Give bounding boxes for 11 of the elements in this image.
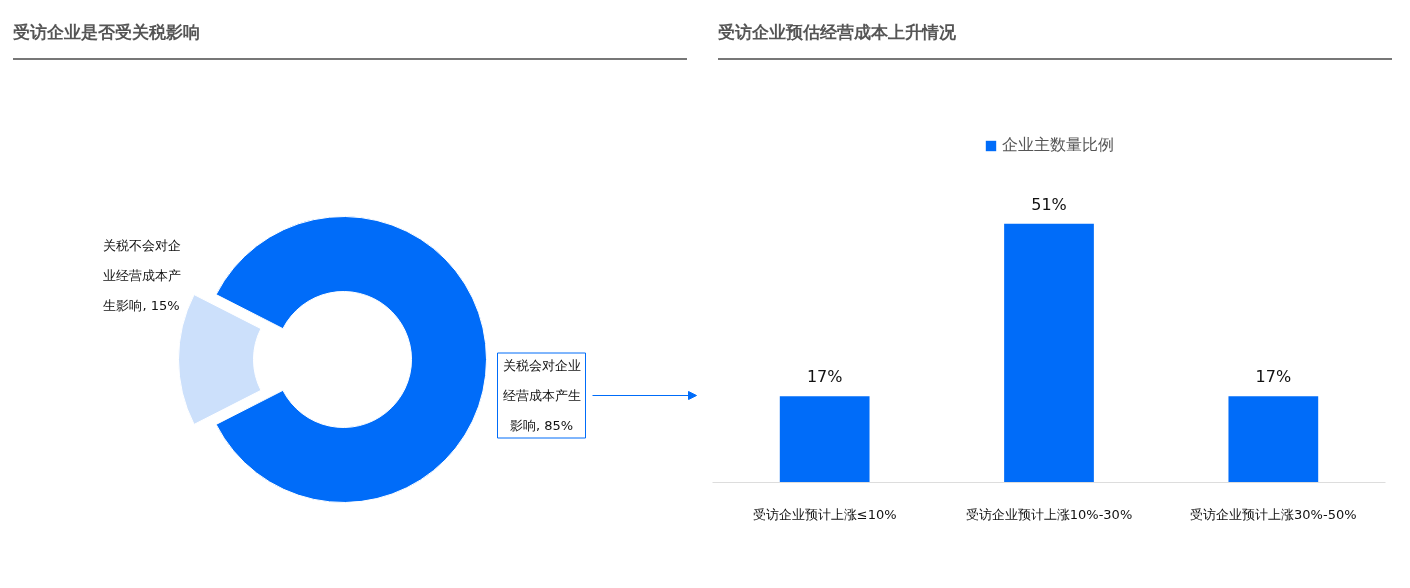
data-label: 17% bbox=[806, 367, 843, 387]
slice-label: 关税不会对企业经营成本产生影响, 15% bbox=[102, 238, 181, 313]
legend-label: 企业主数量比例 bbox=[1001, 135, 1114, 156]
chart-title: 受访企业是否受关税影响 bbox=[13, 21, 200, 44]
slice-label: 关税会对企业经营成本产生影响, 85% bbox=[502, 358, 581, 433]
data-label: 51% bbox=[1031, 194, 1067, 214]
chart-title: 受访企业预估经营成本上升情况 bbox=[718, 21, 956, 44]
x-tick-label: 受访企业预计上涨30%-50% bbox=[1190, 506, 1357, 522]
x-tick-label: 受访企业预计上涨≤10% bbox=[752, 506, 897, 522]
data-label: 17% bbox=[1255, 367, 1292, 387]
x-tick-label: 受访企业预计上涨10%-30% bbox=[965, 506, 1133, 522]
